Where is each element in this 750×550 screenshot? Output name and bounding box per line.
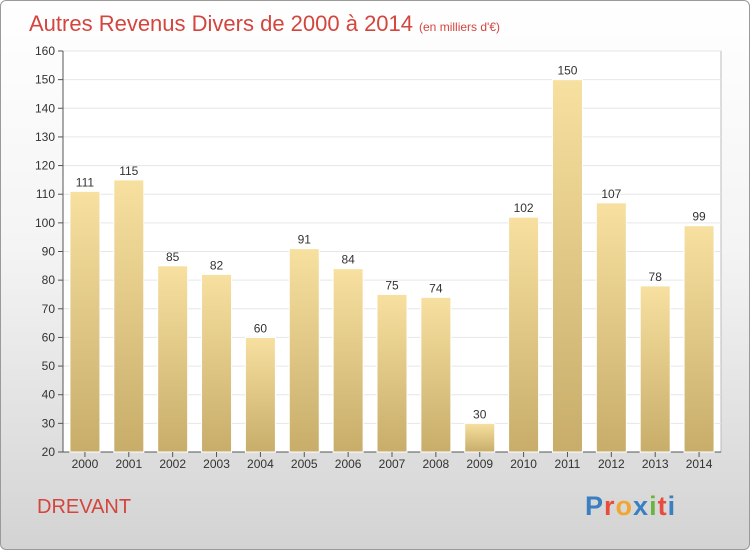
bar <box>464 422 496 453</box>
bar-value-label: 99 <box>692 210 706 224</box>
bar-value-label: 82 <box>210 258 224 272</box>
bar-value-label: 115 <box>119 164 138 178</box>
logo-letter: t <box>657 491 668 521</box>
bar-value-label: 74 <box>429 281 443 295</box>
logo-letter: r <box>604 491 616 521</box>
bar-value-label: 75 <box>385 278 399 292</box>
bar-value-label: 84 <box>341 253 355 267</box>
logo-letter: i <box>667 491 677 521</box>
y-tick-label: 140 <box>35 101 55 115</box>
y-tick-label: 30 <box>42 416 56 430</box>
bar <box>376 293 408 453</box>
chart-title-main: Autres Revenus Divers de 2000 à 2014 <box>29 11 414 36</box>
y-tick-label: 20 <box>42 445 56 459</box>
x-tick-label: 2007 <box>379 457 406 471</box>
bar <box>288 248 320 453</box>
bar <box>639 285 671 453</box>
x-tick-label: 2003 <box>203 457 230 471</box>
y-tick-label: 40 <box>42 388 56 402</box>
x-tick-label: 2014 <box>686 457 713 471</box>
bar-value-label: 85 <box>166 250 180 264</box>
proxiti-logo: Proxiti <box>585 491 676 522</box>
bar <box>683 225 715 453</box>
x-tick-label: 2004 <box>247 457 274 471</box>
bar-value-label: 107 <box>601 187 621 201</box>
y-tick-label: 60 <box>42 330 56 344</box>
bar <box>595 202 627 453</box>
x-tick-label: 2012 <box>598 457 625 471</box>
bar-value-label: 30 <box>473 407 487 421</box>
logo-letter: i <box>649 491 658 521</box>
x-tick-label: 2011 <box>555 457 581 471</box>
x-tick-label: 2010 <box>510 457 537 471</box>
x-tick-label: 2005 <box>291 457 318 471</box>
x-tick-label: 2001 <box>115 457 142 471</box>
bar <box>69 190 101 453</box>
place-name: DREVANT <box>37 496 132 518</box>
logo-letter: o <box>615 491 634 521</box>
logo-letter: P <box>585 491 605 521</box>
x-tick-label: 2000 <box>72 457 99 471</box>
x-tick-label: 2002 <box>159 457 186 471</box>
y-tick-label: 150 <box>35 73 55 87</box>
bar <box>332 268 364 453</box>
y-tick-label: 90 <box>42 245 56 259</box>
chart-title: Autres Revenus Divers de 2000 à 2014 (en … <box>29 11 500 37</box>
bar <box>244 336 276 453</box>
bar <box>201 273 233 453</box>
chart-subtitle: (en milliers d'€) <box>419 20 500 34</box>
bar <box>508 216 540 453</box>
x-tick-label: 2009 <box>466 457 493 471</box>
bar <box>551 79 583 453</box>
y-tick-label: 100 <box>35 216 55 230</box>
bar-value-label: 111 <box>76 175 95 189</box>
bar-value-label: 91 <box>298 233 312 247</box>
bar-value-label: 150 <box>557 64 577 78</box>
y-tick-label: 110 <box>36 187 55 201</box>
logo-letter: x <box>633 491 650 521</box>
y-tick-label: 80 <box>42 273 56 287</box>
bar <box>157 265 189 453</box>
y-tick-label: 130 <box>35 130 55 144</box>
y-tick-label: 160 <box>35 44 55 58</box>
y-tick-label: 70 <box>42 302 56 316</box>
bar-value-label: 78 <box>649 270 663 284</box>
bar-value-label: 102 <box>514 201 534 215</box>
bar <box>113 179 145 453</box>
x-tick-label: 2013 <box>642 457 669 471</box>
bar-value-label: 60 <box>254 321 268 335</box>
x-tick-label: 2008 <box>423 457 450 471</box>
y-tick-label: 50 <box>42 359 56 373</box>
y-tick-label: 120 <box>35 159 55 173</box>
x-tick-label: 2006 <box>335 457 362 471</box>
bar <box>420 296 452 453</box>
